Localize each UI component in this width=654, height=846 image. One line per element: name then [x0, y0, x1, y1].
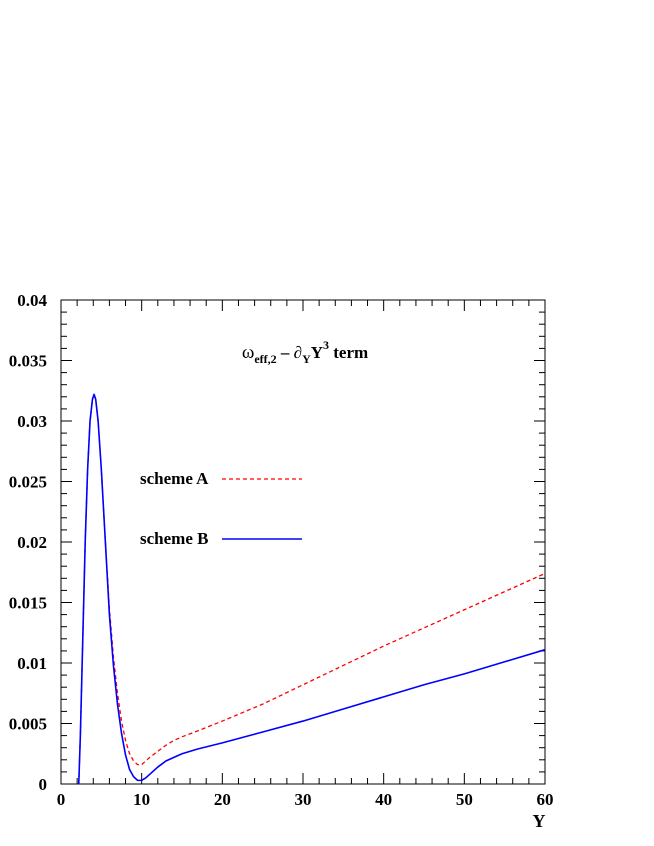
axis-ticks	[60, 299, 546, 785]
y-tick-label: 0.035	[9, 352, 47, 371]
y-tick-label: 0.005	[9, 715, 47, 734]
x-tick-label: 10	[133, 790, 150, 809]
title-sub-eff: eff,2	[254, 352, 276, 366]
x-tick-label: 30	[295, 790, 312, 809]
legend: scheme A scheme B	[140, 469, 302, 548]
title-term: term	[329, 343, 368, 362]
x-tick-label: 40	[375, 790, 392, 809]
title-sub-y: Y	[302, 352, 311, 366]
y-tick-label: 0.03	[17, 412, 47, 431]
x-tick-label: 20	[214, 790, 231, 809]
series-layer	[77, 393, 546, 785]
x-tick-label: 50	[456, 790, 473, 809]
legend-label-scheme-b: scheme B	[140, 529, 208, 548]
y-tick-label: 0.04	[17, 291, 47, 310]
series-line-scheme-b	[77, 393, 546, 785]
chart-title: ωeff,2 – ∂YY3 term	[242, 338, 368, 366]
tick-labels: 0 10 20 30 40 50 60 0 0.005 0.01 0.015 0.02 0.025 0.0…	[9, 291, 554, 809]
title-minus-partial: – ∂	[277, 343, 302, 362]
x-tick-label: 0	[57, 790, 66, 809]
legend-label-scheme-a: scheme A	[140, 469, 209, 488]
y-tick-label: 0.015	[9, 594, 47, 613]
y-tick-label: 0	[39, 775, 48, 794]
x-tick-label: 60	[537, 790, 554, 809]
y-tick-label: 0.01	[17, 654, 47, 673]
title-y: Y	[311, 343, 323, 362]
y-tick-label: 0.025	[9, 473, 47, 492]
y-tick-label: 0.02	[17, 533, 47, 552]
title-sup: 3	[323, 338, 329, 352]
title-omega: ω	[242, 342, 255, 363]
x-axis-title: Y	[533, 811, 546, 831]
